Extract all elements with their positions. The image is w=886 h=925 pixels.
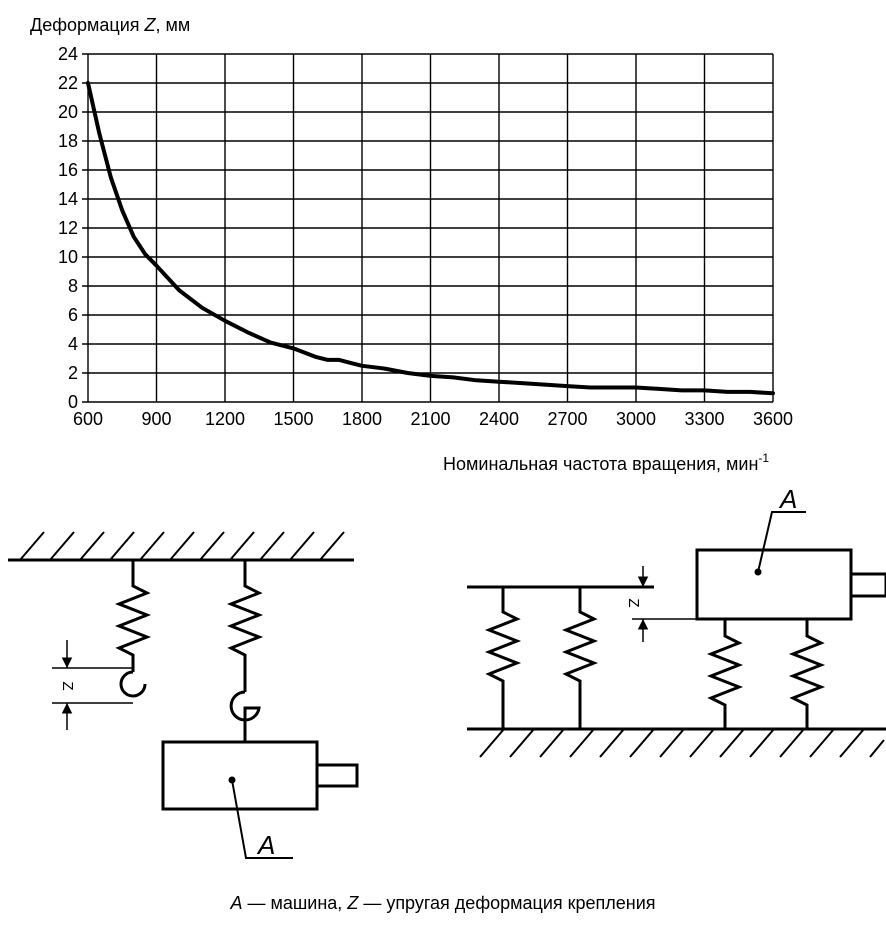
machine-shaft-right bbox=[849, 572, 886, 598]
dimension-z-right bbox=[632, 566, 697, 642]
y-tick-label: 18 bbox=[58, 131, 78, 151]
y-tick-label: 14 bbox=[58, 189, 78, 209]
spring-machine-2 bbox=[788, 619, 826, 729]
leader-line-left bbox=[231, 779, 293, 859]
chart-grid bbox=[82, 53, 774, 403]
ceiling bbox=[8, 531, 354, 562]
x-tick-label: 2700 bbox=[547, 409, 587, 429]
y-tick-label: 10 bbox=[58, 247, 78, 267]
x-tick-label: 3000 bbox=[616, 409, 656, 429]
x-tick-label: 1200 bbox=[205, 409, 245, 429]
x-tick-label: 3300 bbox=[684, 409, 724, 429]
y-tick-label: 12 bbox=[58, 218, 78, 238]
hook-left bbox=[119, 670, 147, 698]
spring-right bbox=[226, 560, 264, 680]
caption-a-text: — машина, bbox=[242, 893, 348, 913]
y-tick-label: 22 bbox=[58, 73, 78, 93]
machine-body-right bbox=[695, 548, 853, 621]
y-tick-label: 4 bbox=[68, 334, 78, 354]
label-z-left: Z bbox=[59, 681, 76, 690]
x-tick-label: 1800 bbox=[342, 409, 382, 429]
y-tick-label: 6 bbox=[68, 305, 78, 325]
figure-caption: A — машина, Z — упругая деформация крепл… bbox=[0, 893, 886, 914]
x-tick-label: 900 bbox=[141, 409, 171, 429]
y-axis-title: Деформация Z, мм bbox=[30, 15, 190, 35]
x-tick-labels: 600 900 1200 1500 1800 2100 2400 2700 3000 3300 36… bbox=[73, 409, 793, 429]
x-tick-label: 2100 bbox=[410, 409, 450, 429]
x-tick-label: 3600 bbox=[753, 409, 793, 429]
label-a-right: A bbox=[778, 484, 797, 514]
dimension-z-left bbox=[52, 640, 133, 730]
x-axis-title: Номинальная частота вращения, мин-1 bbox=[443, 451, 769, 474]
label-z-right: Z bbox=[625, 598, 642, 607]
y-tick-label: 2 bbox=[68, 363, 78, 383]
suspension-diagram bbox=[8, 531, 359, 859]
caption-a-letter: A bbox=[230, 893, 243, 913]
machine-body-left bbox=[161, 740, 319, 811]
support-diagram bbox=[467, 511, 886, 758]
spring-machine-1 bbox=[706, 619, 744, 729]
x-tick-label: 2400 bbox=[479, 409, 519, 429]
label-a-left: A bbox=[256, 830, 275, 860]
y-tick-label: 0 bbox=[68, 392, 78, 412]
leader-line-right bbox=[757, 511, 806, 573]
x-tick-label: 600 bbox=[73, 409, 103, 429]
hook-right bbox=[229, 680, 261, 742]
spring-left bbox=[114, 560, 152, 672]
spring-plate-1 bbox=[484, 587, 522, 729]
y-tick-label: 16 bbox=[58, 160, 78, 180]
caption-z-text: — упругая деформация крепления bbox=[358, 893, 656, 913]
caption-z-letter: Z bbox=[347, 893, 359, 913]
floor bbox=[467, 727, 886, 758]
spring-plate-2 bbox=[561, 587, 599, 729]
x-tick-label: 1500 bbox=[273, 409, 313, 429]
y-tick-label: 20 bbox=[58, 102, 78, 122]
y-tick-label: 8 bbox=[68, 276, 78, 296]
y-tick-label: 24 bbox=[58, 44, 78, 64]
deformation-curve bbox=[86, 81, 775, 396]
machine-shaft-left bbox=[315, 763, 359, 788]
